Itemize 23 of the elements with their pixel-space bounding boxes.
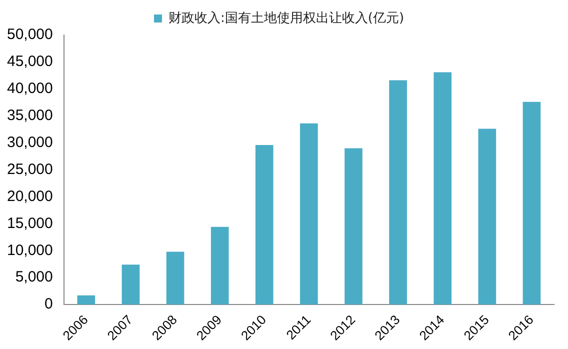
y-tick-label: 5,000	[15, 268, 53, 286]
y-tick-label: 45,000	[6, 53, 53, 70]
legend-label: 财政收入:国有土地使用权出让收入(亿元)	[168, 10, 404, 26]
y-tick-label: 20,000	[6, 188, 53, 205]
bar	[300, 123, 318, 305]
y-tick-label: 25,000	[6, 160, 53, 178]
y-tick-label: 35,000	[6, 106, 53, 124]
bar	[389, 80, 407, 305]
y-tick-label: 0	[44, 296, 53, 313]
bar	[434, 72, 452, 305]
bar	[210, 226, 229, 305]
y-tick-label: 40,000	[6, 80, 53, 98]
bar	[522, 102, 541, 305]
y-tick-label: 15,000	[6, 214, 53, 232]
bar	[77, 295, 96, 305]
bar	[122, 264, 140, 305]
y-tick-label: 50,000	[6, 26, 53, 44]
bar	[478, 128, 496, 305]
bar	[255, 144, 274, 305]
bar	[344, 148, 362, 305]
y-tick-label: 30,000	[6, 134, 53, 151]
y-tick-label: 10,000	[6, 242, 53, 259]
bar	[166, 252, 184, 305]
